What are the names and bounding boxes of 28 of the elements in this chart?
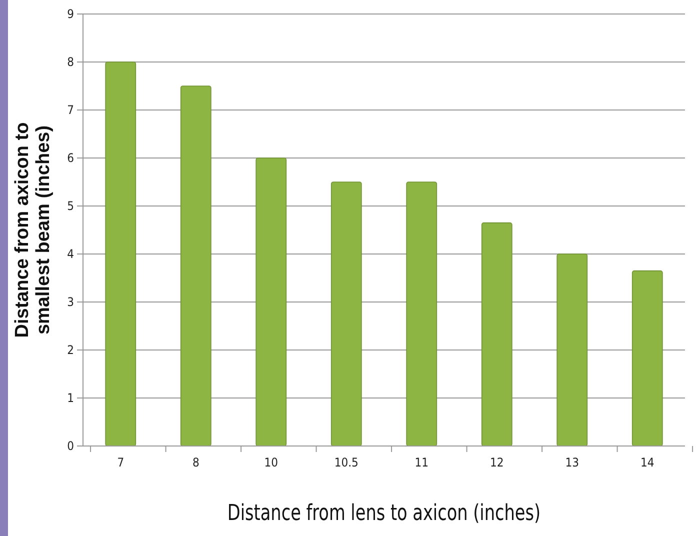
y-tick-label: 4 — [67, 246, 74, 261]
y-tick-label: 8 — [67, 54, 74, 69]
x-tick-label: 14 — [640, 456, 654, 470]
bar — [180, 86, 212, 446]
x-tick-label: 13 — [565, 456, 579, 470]
y-tick-label: 3 — [67, 294, 74, 309]
bar — [256, 158, 287, 446]
x-tick-label: 10.5 — [334, 456, 358, 470]
bar — [105, 62, 136, 446]
bar — [632, 270, 663, 446]
y-tick-label: 9 — [67, 6, 74, 21]
bar — [330, 182, 362, 446]
bar — [556, 254, 588, 446]
x-tick-label: 12 — [490, 456, 504, 470]
bar — [406, 182, 438, 446]
y-tick-label: 0 — [67, 438, 74, 453]
x-tick-label: 8 — [192, 456, 200, 470]
x-axis-title: Distance from lens to axicon (inches) — [227, 500, 541, 526]
y-tick-label: 2 — [67, 342, 74, 357]
x-tick-label: 7 — [117, 456, 124, 470]
y-tick-label: 7 — [67, 102, 74, 117]
y-tick-label: 5 — [67, 198, 74, 213]
x-tick-label: 10 — [264, 456, 278, 470]
y-tick-label: 6 — [67, 150, 74, 165]
y-axis-title: Distance from axicon to smallest beam (inches) — [12, 122, 54, 338]
bar — [481, 222, 512, 446]
y-tick-label: 1 — [67, 390, 74, 405]
x-tick-label: 11 — [414, 456, 428, 470]
